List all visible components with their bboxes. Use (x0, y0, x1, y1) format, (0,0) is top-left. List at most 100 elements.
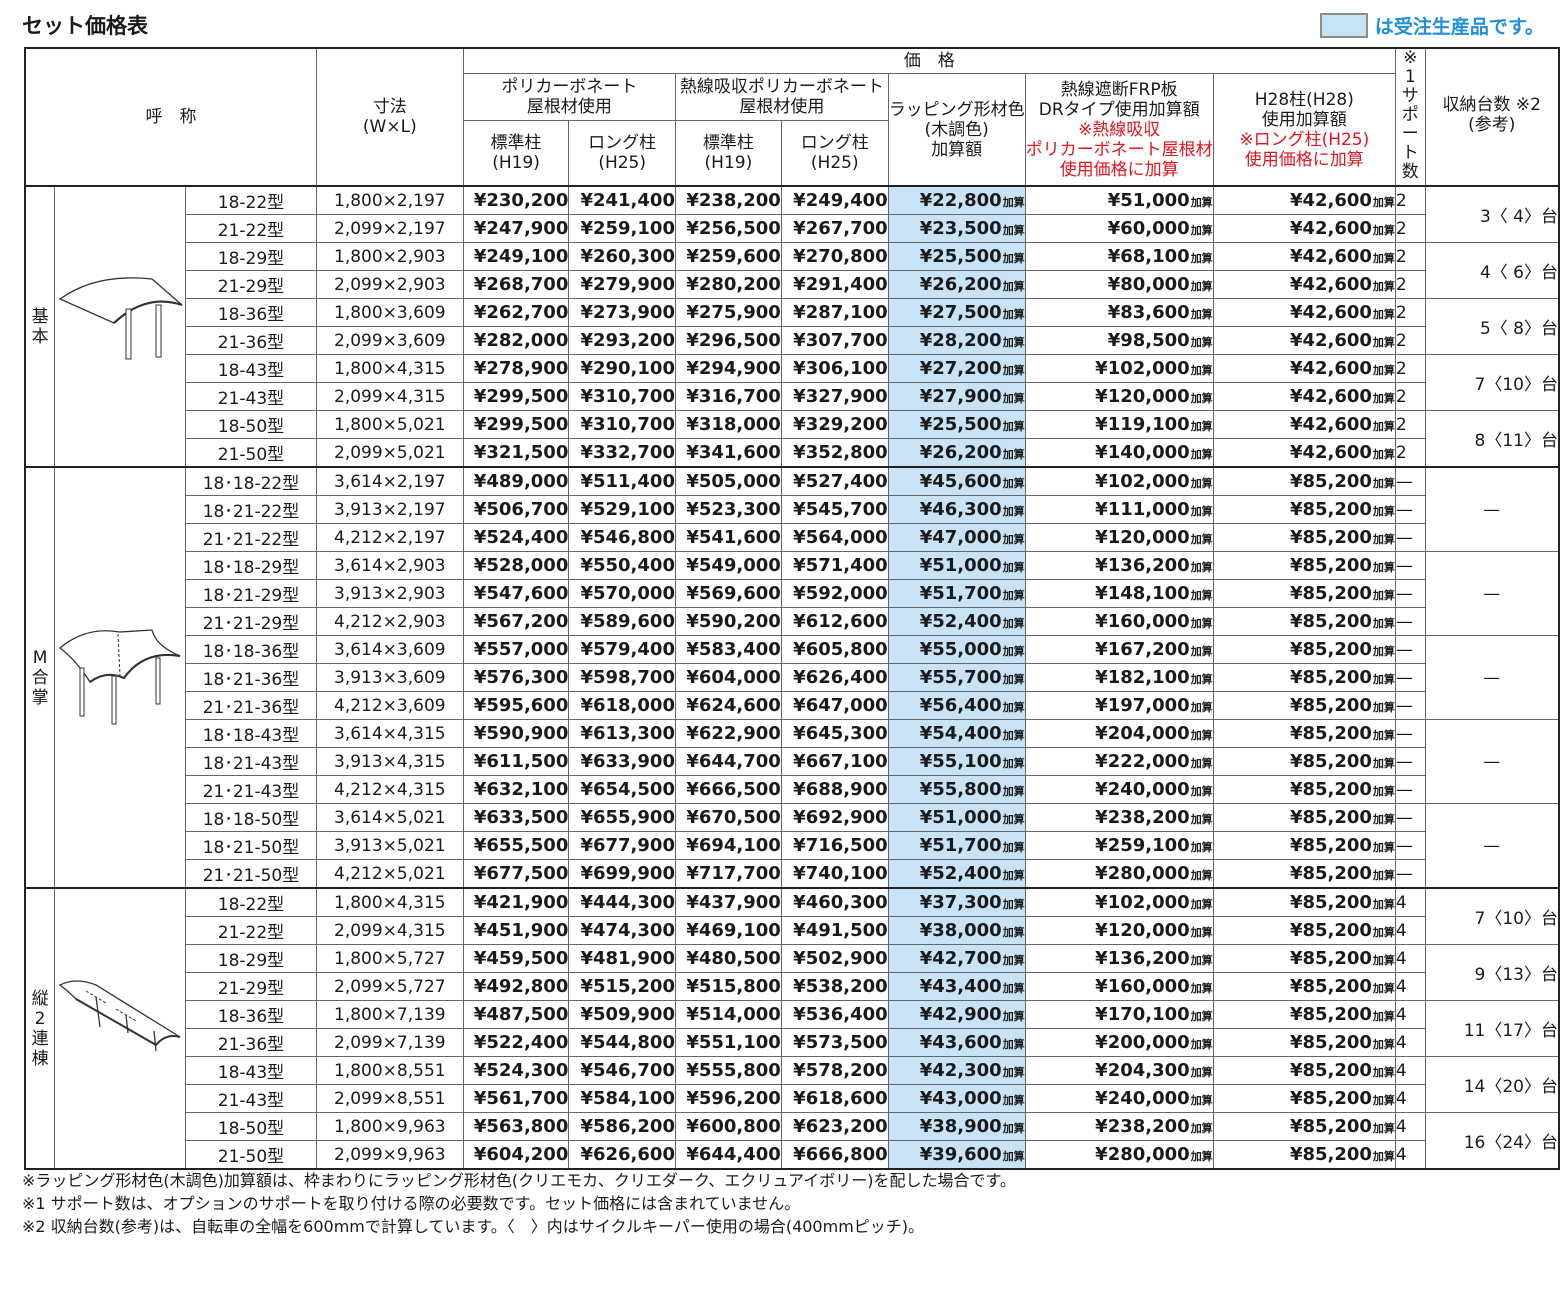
footnotes: ※ラッピング形材色(木調色)加算額は、枠まわりにラッピング形材色(クリエモカ、ク… (22, 1169, 1016, 1238)
frp-cell-value: ¥120,000 (1095, 386, 1190, 407)
frp-cell: ¥98,500加算 (1024, 326, 1214, 355)
price-cell: ¥571,400 (780, 551, 889, 580)
frp-cell: ¥102,000加算 (1024, 354, 1214, 383)
support-cell: 4 (1394, 1056, 1426, 1085)
price-cell: ¥259,100 (568, 214, 676, 243)
size-cell: 4,212×5,021 (315, 859, 464, 889)
capacity-cell: 9〈13〉台 (1424, 944, 1560, 1001)
kasan-label: 加算 (1190, 813, 1213, 826)
header-frp-note2: ポリカーボネート屋根材 (1025, 139, 1213, 160)
price-cell: ¥505,000 (674, 466, 782, 496)
header-wrap-line2: (木調色) (924, 119, 989, 140)
header-size: 寸法 (W×L) (315, 47, 464, 187)
kasan-label: 加算 (1190, 1010, 1213, 1023)
type-cell: 21-22型 (185, 214, 317, 243)
table-row: 18-36型 1,800×7,139 ¥487,500 ¥509,900 ¥514,00… (25, 1000, 1560, 1057)
h28-cell-value: ¥85,200 (1289, 920, 1372, 941)
wrap-cell-value: ¥55,700 (919, 667, 1002, 688)
frp-cell-value: ¥102,000 (1095, 471, 1190, 492)
price-cell: ¥270,800 (780, 242, 889, 271)
kasan-label: 加算 (1372, 589, 1395, 602)
wrap-cell-value: ¥55,100 (919, 751, 1002, 772)
header-poly-line2: 屋根材使用 (526, 97, 612, 117)
kasan-label: 加算 (1372, 392, 1395, 405)
kasan-label: 加算 (1372, 926, 1395, 939)
price-cell: ¥667,100 (780, 747, 889, 776)
price-cell: ¥460,300 (780, 887, 889, 917)
table-row: 21-29型 2,099×5,727 ¥492,800 ¥515,200 ¥515,80… (25, 972, 1559, 1001)
header-h28-note2: 使用価格に加算 (1244, 149, 1364, 170)
header-support: ※1サポート数 (1394, 47, 1426, 187)
frp-cell: ¥259,100加算 (1024, 831, 1214, 860)
wrap-cell: ¥56,400加算 (887, 691, 1026, 720)
table-row: 21-50型 2,099×9,963 ¥604,200 ¥626,600 ¥644,40… (25, 1140, 1559, 1170)
h28-cell-value: ¥85,200 (1289, 751, 1372, 772)
wrap-cell-value: ¥38,900 (919, 1116, 1002, 1137)
header-frp: 熱線遮断FRP板 DRタイプ使用加算額 ※熱線吸収 ポリカーボネート屋根材 使用… (1024, 73, 1214, 187)
kasan-label: 加算 (1190, 701, 1213, 714)
legend: は受注生産品です。 (1319, 12, 1544, 39)
h28-cell-value: ¥42,600 (1289, 246, 1372, 267)
kasan-label: 加算 (1372, 898, 1395, 911)
price-cell: ¥299,500 (462, 410, 570, 439)
frp-cell: ¥60,000加算 (1024, 214, 1214, 243)
h28-cell: ¥85,200加算 (1212, 972, 1396, 1001)
frp-cell-value: ¥83,600 (1107, 302, 1190, 323)
h28-cell: ¥42,600加算 (1212, 438, 1396, 468)
kasan-label: 加算 (1190, 364, 1213, 377)
kasan-label: 加算 (1190, 785, 1213, 798)
wrap-cell-value: ¥51,000 (919, 807, 1002, 828)
capacity-cell: — (1424, 466, 1560, 552)
h28-cell-value: ¥85,200 (1289, 1144, 1372, 1165)
kasan-label: 加算 (1002, 841, 1025, 854)
header-frp-line2: DRタイプ使用加算額 (1038, 99, 1200, 120)
price-cell: ¥511,400 (568, 466, 676, 496)
kasan-label: 加算 (1002, 898, 1025, 911)
header-long-line1: ロング柱 (800, 133, 869, 153)
price-cell: ¥612,600 (780, 607, 889, 636)
size-cell: 3,913×2,903 (315, 579, 464, 608)
kasan-label: 加算 (1372, 1038, 1395, 1051)
size-cell: 4,212×2,903 (315, 607, 464, 636)
price-cell: ¥670,500 (674, 803, 782, 832)
size-cell: 3,614×2,197 (315, 466, 464, 496)
kasan-label: 加算 (1372, 785, 1395, 798)
size-cell: 2,099×2,903 (315, 270, 464, 299)
price-cell: ¥551,100 (674, 1028, 782, 1057)
price-cell: ¥306,100 (780, 354, 889, 383)
capacity-cell: — (1424, 635, 1560, 720)
support-cell: 2 (1394, 298, 1426, 327)
header-heat-long: ロング柱 (H25) (780, 120, 889, 187)
footnote: ※1 サポート数は、オプションのサポートを取り付ける際の必要数です。セット価格に… (22, 1194, 801, 1213)
support-cell: 4 (1394, 972, 1426, 1001)
frp-cell: ¥280,000加算 (1024, 1140, 1214, 1170)
price-cell: ¥294,900 (674, 354, 782, 383)
price-cell: ¥592,000 (780, 579, 889, 608)
kasan-label: 加算 (1372, 1010, 1395, 1023)
frp-cell-value: ¥170,100 (1095, 1004, 1190, 1025)
kasan-label: 加算 (1002, 729, 1025, 742)
kasan-label: 加算 (1002, 869, 1025, 882)
group-image-cell (54, 185, 187, 468)
price-cell: ¥589,600 (568, 607, 676, 636)
wrap-cell-value: ¥27,500 (919, 302, 1002, 323)
header-std-line2: (H19) (704, 153, 753, 173)
wrap-cell-value: ¥52,400 (919, 863, 1002, 884)
h28-cell: ¥42,600加算 (1212, 242, 1396, 271)
wrap-cell: ¥26,200加算 (887, 438, 1026, 468)
price-cell: ¥624,600 (674, 691, 782, 720)
kasan-label: 加算 (1372, 252, 1395, 265)
frp-cell: ¥182,100加算 (1024, 663, 1214, 692)
kasan-label: 加算 (1002, 280, 1025, 293)
price-cell: ¥474,300 (568, 916, 676, 945)
kasan-label: 加算 (1190, 280, 1213, 293)
price-cell: ¥544,800 (568, 1028, 676, 1057)
frp-cell-value: ¥98,500 (1107, 330, 1190, 351)
group-section: 縦2連棟 18-22型 1,800×4,315 ¥421,900 ¥444,300 ¥43… (24, 887, 1560, 1170)
type-cell: 18･18-29型 (185, 551, 317, 580)
type-cell: 18･21-29型 (185, 579, 317, 608)
kasan-label: 加算 (1002, 701, 1025, 714)
header-size-line2: (W×L) (362, 117, 417, 137)
h28-cell-value: ¥85,200 (1289, 807, 1372, 828)
table-row: 18･18-43型 3,614×4,315 ¥590,900 ¥613,300 ¥622… (25, 719, 1560, 804)
